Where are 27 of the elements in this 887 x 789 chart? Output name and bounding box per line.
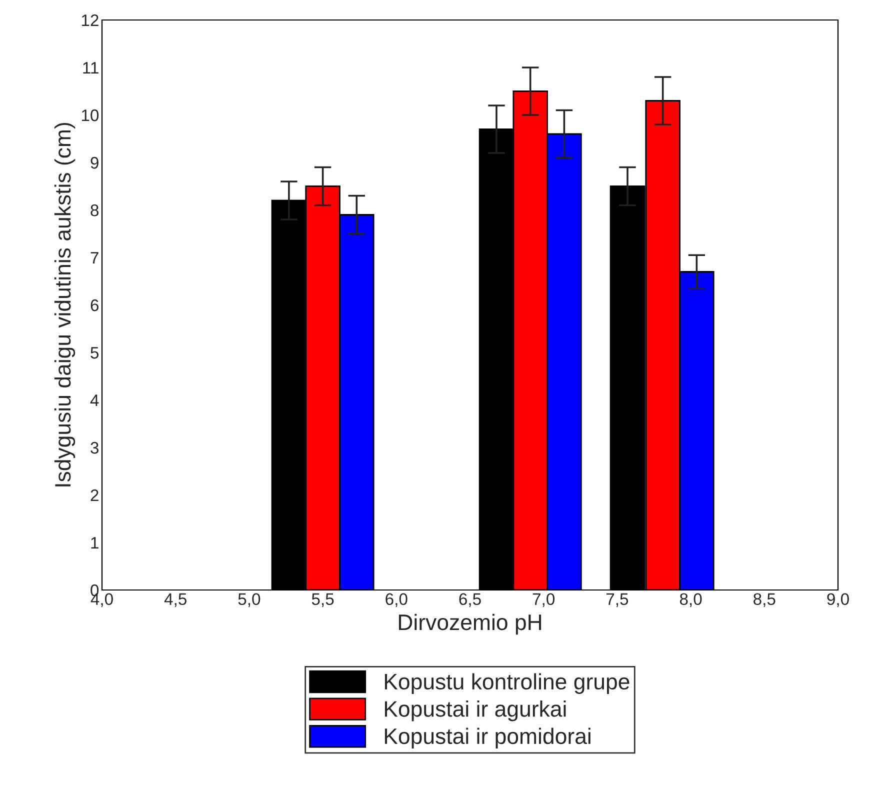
x-tick-label: 6,5 — [459, 593, 481, 607]
y-tick-label: 9 — [90, 156, 98, 169]
y-tick-label: 4 — [90, 394, 99, 406]
x-axis-title: Dirvozemio pH — [398, 614, 542, 635]
x-tick-label: 4,5 — [164, 593, 186, 607]
x-tick-label: 5,0 — [238, 593, 260, 607]
x-tick-label: 8,0 — [680, 593, 702, 607]
legend-label: Kopustai ir agurkai — [384, 700, 566, 722]
y-tick-label: 11 — [83, 62, 98, 74]
y-tick-label: 6 — [90, 299, 98, 312]
y-tick-label: 1 — [91, 537, 98, 549]
x-tick-label: 5,5 — [312, 593, 334, 607]
legend-label: Kopustu kontroline grupe — [384, 673, 630, 694]
y-tick-label: 12 — [82, 14, 98, 26]
y-axis-title: Isdygusiu daigu vidutinis aukstis (cm) — [54, 122, 76, 486]
y-tick-label: 2 — [90, 489, 98, 502]
y-tick-label: 10 — [82, 109, 99, 122]
x-tick-label: 7,0 — [532, 593, 555, 607]
legend-label: Kopustai ir pomidorai — [384, 728, 590, 748]
x-tick-label: 6,0 — [386, 593, 408, 607]
y-tick-label: 3 — [90, 442, 98, 454]
y-tick-label: 7 — [90, 252, 98, 264]
y-tick-label: 5 — [90, 347, 99, 359]
x-tick-label: 8,5 — [754, 593, 776, 607]
y-tick-label: 8 — [90, 204, 98, 216]
x-tick-label: 9,0 — [827, 593, 849, 607]
x-tick-label: 7,5 — [606, 593, 628, 607]
